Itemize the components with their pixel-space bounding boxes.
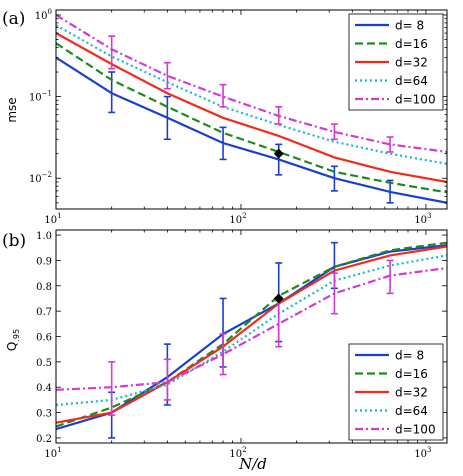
panel-b-plot-area (56, 241, 447, 439)
series-line-b-1 (56, 241, 447, 428)
error-bar-a-4-2 (219, 83, 227, 108)
panel-b-label: (b) (2, 231, 26, 251)
panel-a-plot-area (56, 14, 447, 204)
legend-b: d= 8 d=16 d=32 d=64 d=100 (348, 343, 444, 441)
panel-b-xlabel: N/d (238, 455, 267, 473)
y-tick-label-b-8: 1.0 (36, 231, 52, 242)
panel-a-label: (a) (2, 9, 25, 29)
panel-b-ylabel: Q.95 (5, 329, 21, 351)
legend-entry-b-2: d=32 (395, 386, 428, 400)
legend-entry-a-1: d=16 (395, 37, 428, 51)
error-bar-b-4-4 (330, 272, 338, 315)
legend-entry-b-4: d=100 (395, 423, 436, 437)
panel-a-ylabel: mse (5, 97, 19, 122)
panel-b: (b) Q.95 101 102 103 0.2 0.3 0.4 0.5 0.6 0.7 0.8 0… (2, 229, 448, 473)
error-bar-a-0-4 (330, 165, 338, 192)
legend-entry-b-3: d=64 (395, 404, 428, 418)
series-line-a-1 (56, 42, 447, 194)
series-line-a-0 (56, 56, 447, 204)
error-bar-b-4-2 (219, 333, 227, 376)
x-tick-label-a-1: 102 (229, 212, 246, 226)
series-line-a-2 (56, 32, 447, 184)
error-bar-a-0-2 (219, 126, 227, 161)
y-tick-label-b-1: 0.3 (36, 409, 52, 420)
legend-a: d= 8 d=16 d=32 d=64 d=100 (348, 13, 444, 111)
series-line-b-3 (56, 254, 447, 407)
diamond-marker-b (273, 293, 284, 304)
x-tick-label-a-0: 101 (44, 212, 61, 226)
x-ticks-a (55, 10, 427, 209)
error-bar-b-4-5 (386, 259, 394, 295)
y-tick-label-b-4: 0.6 (36, 333, 52, 344)
legend-entry-a-3: d=64 (395, 74, 428, 88)
error-bar-b-4-1 (163, 358, 171, 401)
legend-entry-a-0: d= 8 (395, 19, 424, 33)
legend-entry-a-4: d=100 (395, 93, 436, 107)
error-bar-b-4-3 (275, 300, 283, 348)
error-bar-a-4-1 (163, 61, 171, 90)
y-tick-label-b-6: 0.8 (36, 282, 52, 293)
x-ticks-b (55, 230, 427, 443)
x-tick-label-b-0: 101 (44, 446, 61, 460)
series-line-b-4 (56, 266, 447, 391)
series-line-b-2 (56, 245, 447, 424)
x-tick-label-a-2: 103 (414, 212, 431, 226)
error-bar-a-0-5 (386, 179, 394, 204)
y-tick-label-b-3: 0.5 (36, 358, 52, 369)
error-bar-a-4-0 (108, 35, 116, 70)
error-bar-a-4-3 (275, 105, 283, 125)
series-line-a-4 (56, 14, 447, 153)
error-bar-b-4-0 (108, 361, 116, 416)
y-tick-label-a-0: 100 (35, 8, 52, 22)
diamond-marker-a (273, 148, 284, 159)
x-tick-label-b-1: 102 (229, 446, 246, 460)
panel-a: (a) mse 101 102 103 100 10−1 10−2 d= 8 d=16 d=32… (2, 8, 448, 226)
legend-entry-b-1: d=16 (395, 367, 428, 381)
y-tick-label-a-2: 10−2 (29, 171, 52, 185)
error-bar-a-0-1 (163, 95, 171, 141)
legend-entry-b-0: d= 8 (395, 349, 424, 363)
y-tick-label-b-0: 0.2 (36, 434, 52, 445)
error-bar-a-4-4 (330, 123, 338, 141)
y-tick-label-b-2: 0.4 (36, 383, 52, 394)
y-tick-label-b-7: 0.9 (36, 256, 52, 267)
y-tick-label-a-1: 10−1 (29, 90, 52, 104)
x-tick-label-b-2: 103 (414, 446, 431, 460)
series-line-a-3 (56, 24, 447, 165)
legend-entry-a-2: d=32 (395, 56, 428, 70)
y-tick-label-b-5: 0.7 (36, 307, 52, 318)
error-bar-a-4-5 (386, 136, 394, 153)
